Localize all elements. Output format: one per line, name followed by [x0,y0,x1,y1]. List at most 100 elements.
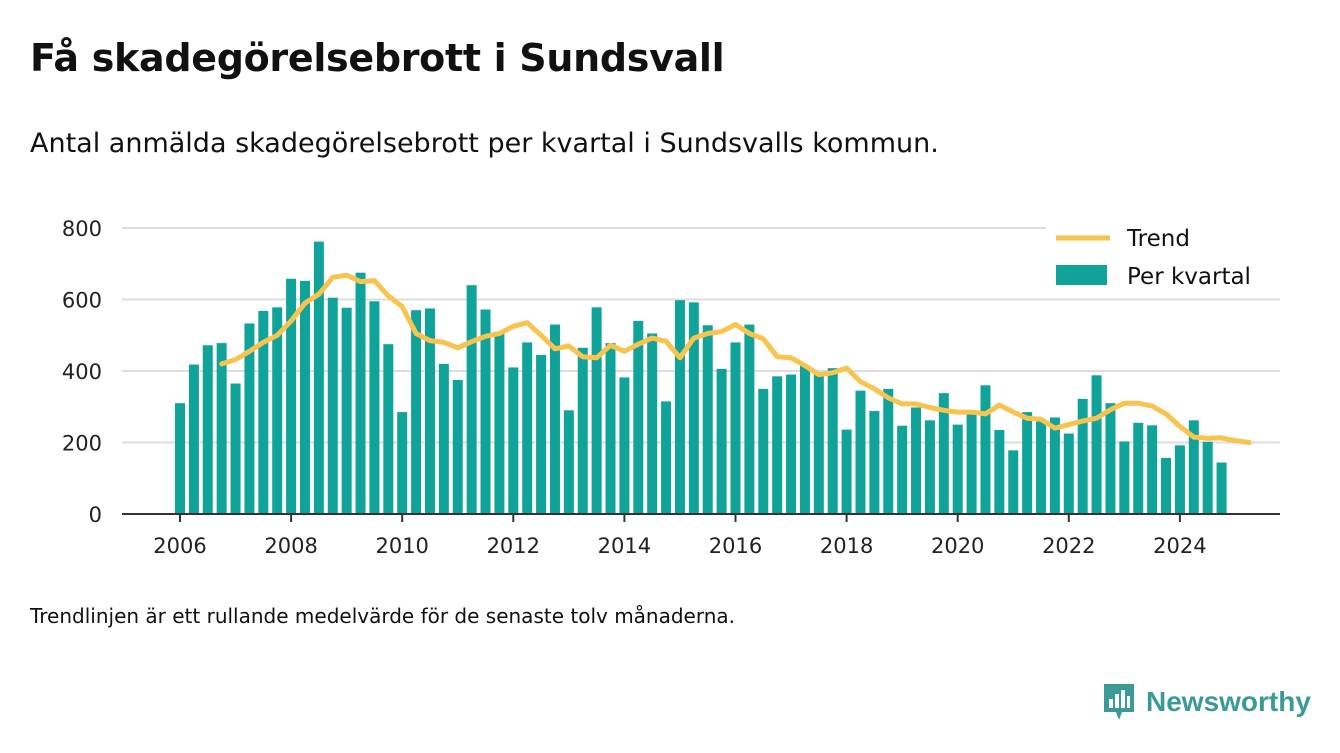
bar [383,344,394,514]
y-tick-label: 800 [62,217,102,241]
y-tick-label: 0 [89,503,102,527]
x-tick-label: 2016 [709,534,762,558]
chart-title: Få skadegörelsebrott i Sundsvall [30,36,725,80]
x-tick-label: 2020 [931,534,984,558]
bar [855,390,866,514]
bar [786,374,797,514]
bar [230,383,241,514]
bar [508,367,519,514]
bar [730,342,741,514]
bar [1077,398,1088,514]
bar [341,307,352,514]
bar [1188,420,1199,514]
bar [619,377,630,514]
bar [883,388,894,514]
bar [772,376,783,514]
x-tick-label: 2018 [820,534,873,558]
bar [591,307,602,514]
bar [716,368,727,514]
axes: 0 200 400 600 800 2006 2008 2010 2012 2014 2016 201… [62,217,1280,558]
bar [994,429,1005,514]
bar [1022,412,1033,514]
bar [633,320,644,514]
x-tick-label: 2012 [487,534,540,558]
brand-name: Newsworthy [1146,686,1311,717]
bar [661,401,672,514]
bar [952,424,963,514]
trend-series-line [219,272,1252,445]
x-tick-label: 2008 [264,534,317,558]
bar [452,379,463,514]
bar [466,285,477,514]
bar [563,410,574,514]
bar [1147,425,1158,514]
bar [397,412,408,514]
bar [869,411,880,514]
bar [522,342,533,514]
bar [966,413,977,514]
bar [577,347,588,514]
bar [313,241,324,514]
bar [549,324,560,514]
x-tick-label: 2022 [1042,534,1095,558]
bar [355,272,366,514]
footnote: Trendlinjen är ett rullande medelvärde f… [30,604,736,628]
bar [536,354,547,514]
bar [1161,457,1172,514]
bar [924,420,935,514]
newsworthy-logo[interactable]: Newsworthy [1102,682,1311,722]
bar [1105,403,1116,514]
bar [244,323,255,514]
bars [175,241,1227,514]
bar [799,365,810,514]
bar [688,302,699,514]
bar [938,393,949,514]
y-tick-label: 600 [62,289,102,313]
bar [480,309,491,514]
bar [605,343,616,514]
bar [897,425,908,514]
bar [911,407,922,514]
x-tick-label: 2006 [153,534,206,558]
y-tick-label: 400 [62,360,102,384]
bar [980,385,991,514]
bar [494,331,505,514]
bar [744,324,755,514]
bar [272,307,283,514]
bar [702,325,713,514]
legend-trend-label: Trend [1126,226,1190,252]
bar [216,343,227,514]
bar [813,372,824,514]
bar [202,345,213,514]
x-tick-label: 2024 [1153,534,1206,558]
bar [175,403,185,514]
bar [188,364,199,514]
bar [1008,450,1019,514]
bar [1063,433,1074,514]
bar [411,310,422,514]
newsworthy-icon [1104,684,1134,720]
bar [258,310,269,514]
bar [1049,417,1060,514]
bar [1216,462,1227,514]
bar [647,333,658,514]
bar [758,388,769,514]
bar [424,308,435,514]
bar [1133,422,1144,514]
legend: Trend Per kvartal [1046,218,1284,298]
y-tick-label: 200 [62,432,102,456]
trend-line [219,272,1252,445]
bar [1202,441,1213,514]
bar [299,280,310,514]
x-tick-label: 2010 [375,534,428,558]
chart-subtitle: Antal anmälda skadegörelsebrott per kvar… [30,128,939,159]
bar [827,368,838,514]
bar [1036,419,1047,514]
bar [327,297,338,514]
bar [1119,441,1130,514]
bar [674,300,685,514]
bar [841,429,852,514]
bar [1091,375,1102,514]
bar [286,278,297,514]
